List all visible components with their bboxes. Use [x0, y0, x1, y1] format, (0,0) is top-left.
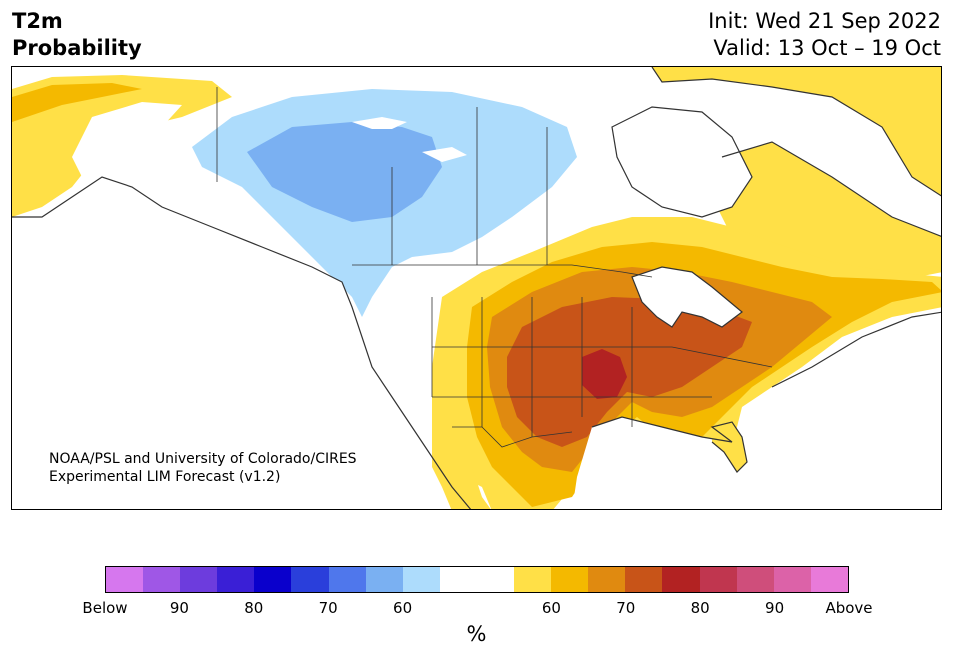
colorbar-tick-label: 70	[318, 599, 338, 617]
hudson-bay	[612, 107, 752, 217]
pacific-ocean	[12, 177, 471, 509]
colorbar-segment	[106, 567, 144, 592]
us-warm-75	[507, 297, 752, 447]
gulf-of-mexico	[572, 417, 742, 509]
colorbar-segment	[402, 567, 440, 592]
coastlines	[12, 67, 941, 509]
colorbar-segment	[365, 567, 403, 592]
alaska-inner-white	[72, 102, 182, 177]
colorbar-tick-label: 80	[690, 599, 710, 617]
title-line-2: Probability	[12, 36, 142, 60]
map-title: T2m Probability	[12, 8, 142, 62]
canada-cold-70	[247, 122, 442, 222]
colorbar-tick-label: 60	[541, 599, 561, 617]
colorbar-segment	[291, 567, 329, 592]
great-lakes	[632, 267, 742, 327]
colorbar-tick-label: 60	[393, 599, 413, 617]
colorbar-segment	[588, 567, 626, 592]
forecast-map: NOAA/PSL and University of Colorado/CIRE…	[11, 66, 942, 510]
colorbar-segment	[662, 567, 700, 592]
colorbar-segment	[514, 567, 552, 592]
florida	[712, 422, 747, 472]
colorbar-tick-label: Above	[825, 599, 873, 617]
valid-dates: Valid: 13 Oct – 19 Oct	[713, 36, 941, 60]
political-borders	[216, 87, 773, 448]
colorbar-segment	[217, 567, 255, 592]
colorbar-segment	[439, 567, 477, 592]
alaska-warm-core	[12, 83, 142, 122]
init-date: Init: Wed 21 Sep 2022	[708, 9, 941, 33]
us-warm-80	[582, 349, 627, 399]
colorbar-tick-label: 90	[765, 599, 785, 617]
map-credit: NOAA/PSL and University of Colorado/CIRE…	[49, 450, 357, 486]
colorbar-segment	[143, 567, 181, 592]
greenland-warm-region	[652, 67, 941, 196]
great-bear-lake	[352, 117, 407, 129]
colorbar-unit-label: %	[466, 622, 487, 646]
colorbar-segment	[551, 567, 589, 592]
colorbar-segment	[625, 567, 663, 592]
great-slave-lake	[422, 147, 467, 162]
date-info: Init: Wed 21 Sep 2022 Valid: 13 Oct – 19…	[708, 8, 941, 62]
colorbar-segment	[254, 567, 292, 592]
colorbar-segment	[180, 567, 218, 592]
colorbar-segment	[328, 567, 366, 592]
map-svg	[12, 67, 941, 509]
colorbar-segment	[476, 567, 515, 592]
colorbar-tick-label: 90	[169, 599, 189, 617]
colorbar-ticks: Below 90 80 70 60 60 70 80 90 Above	[0, 599, 953, 619]
colorbar-segment	[699, 567, 737, 592]
colorbar-segment	[773, 567, 811, 592]
atlantic-ocean	[747, 312, 941, 509]
credit-line-2: Experimental LIM Forecast (v1.2)	[49, 469, 281, 485]
colorbar-segment	[736, 567, 774, 592]
credit-line-1: NOAA/PSL and University of Colorado/CIRE…	[49, 451, 357, 467]
colorbar-tick-label: Below	[82, 599, 128, 617]
probability-colorbar	[105, 566, 849, 593]
colorbar-tick-label: 70	[616, 599, 636, 617]
colorbar-tick-label: 80	[244, 599, 264, 617]
colorbar-segment	[810, 567, 848, 592]
mexico-warm-region	[432, 427, 491, 509]
title-line-1: T2m	[12, 9, 63, 33]
